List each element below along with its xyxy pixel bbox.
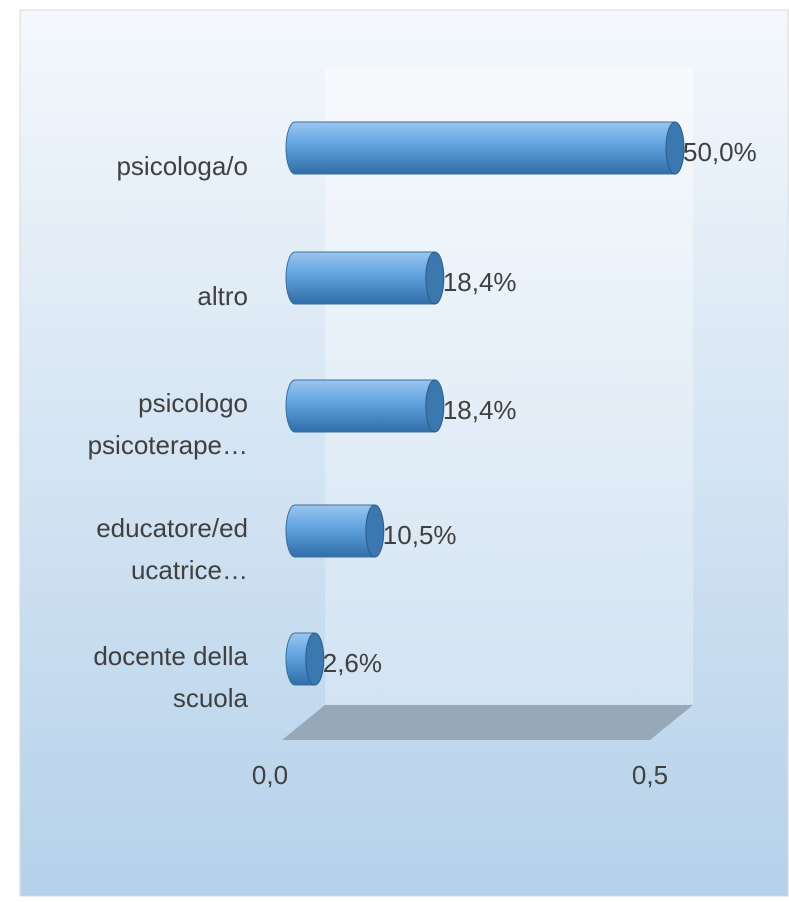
- y-tick-label: psicologa/o: [116, 151, 248, 181]
- bar-cap: [365, 504, 385, 558]
- data-label: 2,6%: [323, 648, 382, 678]
- bar-cap: [665, 121, 685, 175]
- bar-cap: [425, 379, 445, 433]
- bar: [285, 121, 685, 175]
- x-tick-label: 0,5: [632, 760, 668, 790]
- x-tick-label: 0,0: [252, 760, 288, 790]
- y-tick-label: psicoterape…: [88, 430, 248, 460]
- data-label: 50,0%: [683, 137, 757, 167]
- bar: [285, 379, 445, 433]
- bar-body: [285, 251, 436, 305]
- bar: [285, 504, 385, 558]
- y-tick-label: ucatrice…: [131, 555, 248, 585]
- bar-body: [285, 379, 436, 433]
- bar-body: [285, 121, 676, 175]
- y-tick-label: educatore/ed: [96, 513, 248, 543]
- data-label: 10,5%: [383, 520, 457, 550]
- bar-cap: [425, 251, 445, 305]
- bar: [285, 632, 325, 686]
- y-tick-label: psicologo: [138, 388, 248, 418]
- bar-body: [285, 504, 376, 558]
- y-tick-label: altro: [197, 281, 248, 311]
- y-tick-label: docente della: [93, 641, 248, 671]
- floor: [282, 705, 693, 740]
- y-tick-label: scuola: [173, 683, 249, 713]
- data-label: 18,4%: [443, 267, 517, 297]
- data-label: 18,4%: [443, 395, 517, 425]
- bar: [285, 251, 445, 305]
- bar-cap: [305, 632, 325, 686]
